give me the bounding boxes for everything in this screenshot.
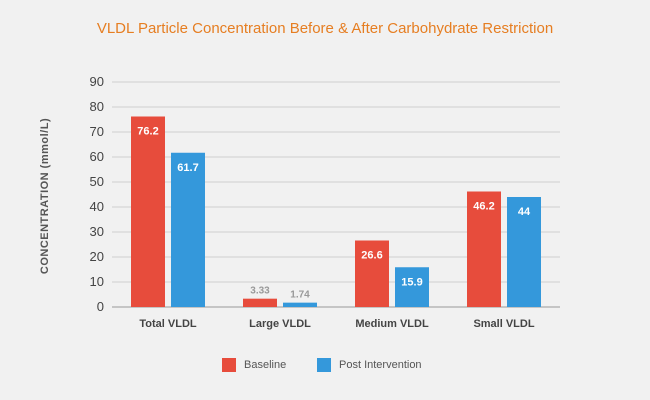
bar-post-intervention	[283, 302, 317, 307]
bar-baseline	[467, 191, 501, 307]
x-tick-label: Medium VLDL	[355, 318, 429, 330]
data-label: 46.2	[473, 201, 494, 213]
bar-baseline	[355, 240, 389, 307]
data-label: 3.33	[250, 286, 270, 297]
bar-baseline	[243, 298, 277, 307]
bar-post-intervention	[507, 197, 541, 307]
x-tick-label: Large VLDL	[249, 318, 311, 330]
y-tick-label: 30	[90, 224, 104, 239]
data-label: 76.2	[137, 126, 158, 138]
data-label: 26.6	[361, 250, 382, 262]
bar-post-intervention	[171, 152, 205, 307]
data-label: 15.9	[401, 276, 422, 288]
chart-title: VLDL Particle Concentration Before & Aft…	[96, 20, 554, 37]
bar-post-intervention	[395, 267, 429, 307]
data-label: 44	[518, 206, 531, 218]
legend-label-baseline: Baseline	[244, 359, 287, 371]
legend-item-post-intervention: Post Intervention	[317, 358, 422, 372]
y-tick-label: 10	[90, 274, 104, 289]
legend-item-baseline: Baseline	[222, 358, 286, 372]
legend-label-post-intervention: Post Intervention	[339, 359, 422, 371]
y-tick-label: 80	[90, 99, 104, 114]
y-tick-label: 0	[97, 299, 104, 314]
y-axis-label: CONCENTRATION (mmol/L)	[39, 118, 51, 274]
legend-swatch-baseline	[222, 358, 236, 372]
y-tick-label: 20	[90, 249, 104, 264]
x-tick-label: Small VLDL	[473, 318, 534, 330]
data-label: 1.74	[290, 290, 310, 301]
data-label: 61.7	[177, 162, 198, 174]
y-tick-label: 40	[90, 199, 104, 214]
y-tick-label: 70	[90, 124, 104, 139]
legend-swatch-post-intervention	[317, 358, 331, 372]
y-tick-label: 60	[90, 149, 104, 164]
bar-baseline	[131, 116, 165, 307]
y-tick-label: 50	[90, 174, 104, 189]
y-tick-label: 90	[90, 74, 104, 89]
legend: Baseline Post Intervention	[0, 358, 650, 378]
x-tick-label: Total VLDL	[139, 318, 197, 330]
